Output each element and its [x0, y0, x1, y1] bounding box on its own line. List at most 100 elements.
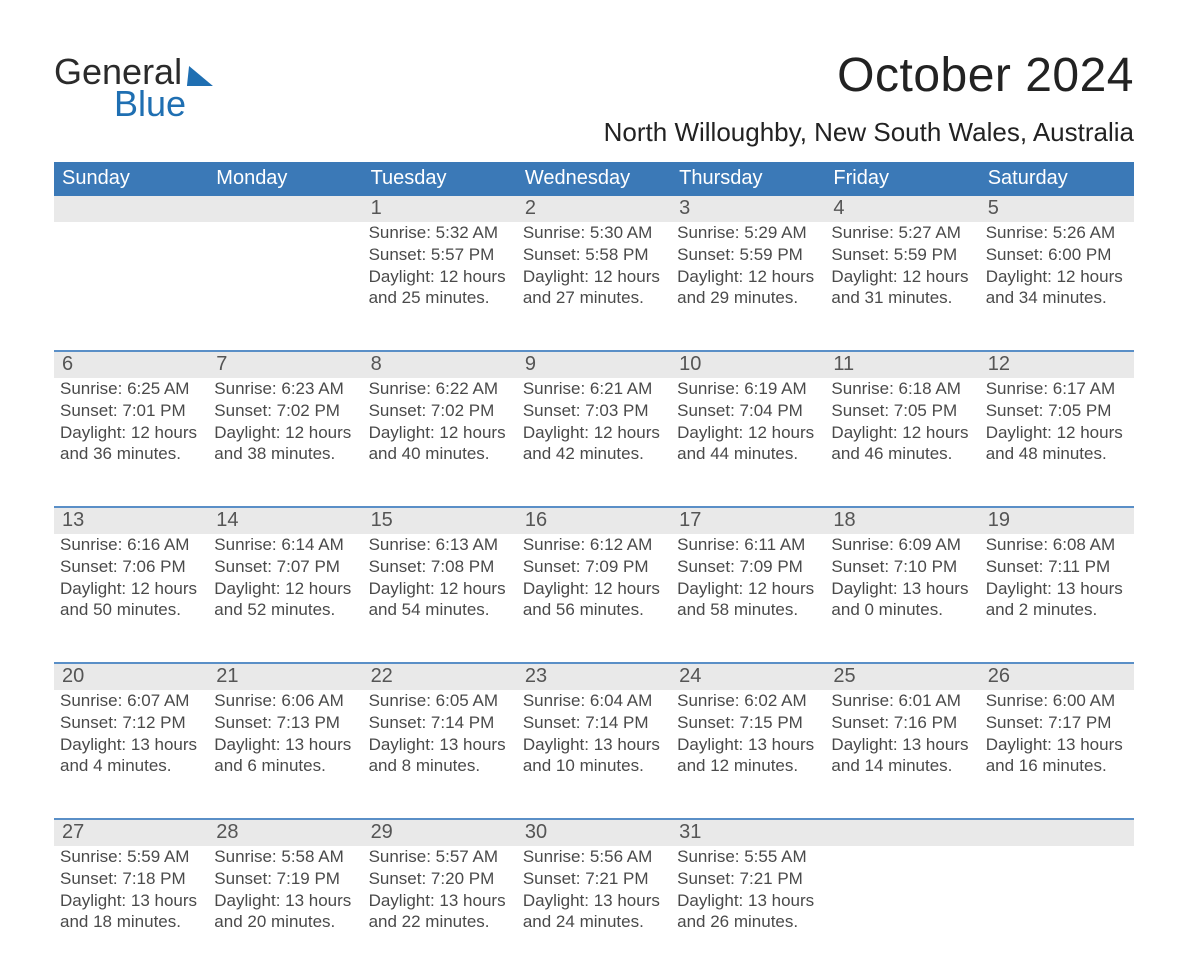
sunrise-text: Sunrise: 6:12 AM: [523, 534, 665, 556]
day-cell: Sunrise: 6:16 AMSunset: 7:06 PMDaylight:…: [54, 534, 208, 662]
week-row: Sunrise: 5:59 AMSunset: 7:18 PMDaylight:…: [54, 846, 1134, 958]
daylight-text: Daylight: 13 hours and 14 minutes.: [831, 734, 973, 778]
day-number: 12: [980, 352, 1134, 378]
day-number: 5: [980, 196, 1134, 222]
day-cell: [208, 222, 362, 350]
daylight-text: Daylight: 12 hours and 46 minutes.: [831, 422, 973, 466]
daylight-text: Daylight: 12 hours and 36 minutes.: [60, 422, 202, 466]
weekday-header: Tuesday: [363, 162, 517, 196]
day-number: 30: [517, 820, 671, 846]
day-number: 26: [980, 664, 1134, 690]
day-cell: Sunrise: 6:01 AMSunset: 7:16 PMDaylight:…: [825, 690, 979, 818]
sunrise-text: Sunrise: 6:19 AM: [677, 378, 819, 400]
sunset-text: Sunset: 7:04 PM: [677, 400, 819, 422]
sunrise-text: Sunrise: 6:07 AM: [60, 690, 202, 712]
sunset-text: Sunset: 7:03 PM: [523, 400, 665, 422]
daylight-text: Daylight: 13 hours and 2 minutes.: [986, 578, 1128, 622]
day-cell: Sunrise: 5:55 AMSunset: 7:21 PMDaylight:…: [671, 846, 825, 958]
day-number: 27: [54, 820, 208, 846]
sunset-text: Sunset: 5:57 PM: [369, 244, 511, 266]
day-number: 22: [363, 664, 517, 690]
daylight-text: Daylight: 13 hours and 16 minutes.: [986, 734, 1128, 778]
day-cell: [54, 222, 208, 350]
day-cell: Sunrise: 5:29 AMSunset: 5:59 PMDaylight:…: [671, 222, 825, 350]
header-row: General Blue October 2024 North Willough…: [54, 48, 1134, 148]
daylight-text: Daylight: 12 hours and 31 minutes.: [831, 266, 973, 310]
sunset-text: Sunset: 7:09 PM: [523, 556, 665, 578]
day-cell: Sunrise: 6:21 AMSunset: 7:03 PMDaylight:…: [517, 378, 671, 506]
sunrise-text: Sunrise: 6:02 AM: [677, 690, 819, 712]
logo: General Blue: [54, 54, 214, 122]
sunrise-text: Sunrise: 6:06 AM: [214, 690, 356, 712]
sunset-text: Sunset: 7:13 PM: [214, 712, 356, 734]
sunset-text: Sunset: 5:59 PM: [677, 244, 819, 266]
sunrise-text: Sunrise: 5:29 AM: [677, 222, 819, 244]
week-row: Sunrise: 6:07 AMSunset: 7:12 PMDaylight:…: [54, 690, 1134, 818]
day-number: 1: [363, 196, 517, 222]
day-number: 15: [363, 508, 517, 534]
sunrise-text: Sunrise: 5:59 AM: [60, 846, 202, 868]
daylight-text: Daylight: 12 hours and 58 minutes.: [677, 578, 819, 622]
day-number: [54, 196, 208, 222]
day-cell: Sunrise: 6:13 AMSunset: 7:08 PMDaylight:…: [363, 534, 517, 662]
sunset-text: Sunset: 7:09 PM: [677, 556, 819, 578]
weekday-header: Monday: [208, 162, 362, 196]
day-number: 8: [363, 352, 517, 378]
sunrise-text: Sunrise: 6:13 AM: [369, 534, 511, 556]
day-cell: Sunrise: 5:32 AMSunset: 5:57 PMDaylight:…: [363, 222, 517, 350]
sunrise-text: Sunrise: 5:58 AM: [214, 846, 356, 868]
sunrise-text: Sunrise: 6:18 AM: [831, 378, 973, 400]
daylight-text: Daylight: 13 hours and 18 minutes.: [60, 890, 202, 934]
week-block: 12345Sunrise: 5:32 AMSunset: 5:57 PMDayl…: [54, 196, 1134, 350]
sunset-text: Sunset: 7:18 PM: [60, 868, 202, 890]
day-number: 6: [54, 352, 208, 378]
weekday-header: Thursday: [671, 162, 825, 196]
sunrise-text: Sunrise: 6:11 AM: [677, 534, 819, 556]
daylight-text: Daylight: 12 hours and 48 minutes.: [986, 422, 1128, 466]
calendar-grid: Sunday Monday Tuesday Wednesday Thursday…: [54, 162, 1134, 958]
day-cell: Sunrise: 6:07 AMSunset: 7:12 PMDaylight:…: [54, 690, 208, 818]
day-cell: Sunrise: 6:05 AMSunset: 7:14 PMDaylight:…: [363, 690, 517, 818]
sunset-text: Sunset: 7:21 PM: [523, 868, 665, 890]
day-number: 3: [671, 196, 825, 222]
day-cell: Sunrise: 6:06 AMSunset: 7:13 PMDaylight:…: [208, 690, 362, 818]
daylight-text: Daylight: 13 hours and 26 minutes.: [677, 890, 819, 934]
sunset-text: Sunset: 7:08 PM: [369, 556, 511, 578]
day-cell: Sunrise: 5:56 AMSunset: 7:21 PMDaylight:…: [517, 846, 671, 958]
weekday-header: Wednesday: [517, 162, 671, 196]
daylight-text: Daylight: 12 hours and 34 minutes.: [986, 266, 1128, 310]
day-number: 17: [671, 508, 825, 534]
day-cell: Sunrise: 6:17 AMSunset: 7:05 PMDaylight:…: [980, 378, 1134, 506]
sunset-text: Sunset: 5:59 PM: [831, 244, 973, 266]
day-cell: Sunrise: 5:30 AMSunset: 5:58 PMDaylight:…: [517, 222, 671, 350]
sunset-text: Sunset: 7:01 PM: [60, 400, 202, 422]
daylight-text: Daylight: 13 hours and 0 minutes.: [831, 578, 973, 622]
day-number-row: 13141516171819: [54, 506, 1134, 534]
daylight-text: Daylight: 12 hours and 56 minutes.: [523, 578, 665, 622]
sunrise-text: Sunrise: 6:22 AM: [369, 378, 511, 400]
sunrise-text: Sunrise: 6:17 AM: [986, 378, 1128, 400]
sunset-text: Sunset: 7:16 PM: [831, 712, 973, 734]
daylight-text: Daylight: 12 hours and 25 minutes.: [369, 266, 511, 310]
day-number: 2: [517, 196, 671, 222]
daylight-text: Daylight: 12 hours and 29 minutes.: [677, 266, 819, 310]
day-cell: Sunrise: 5:59 AMSunset: 7:18 PMDaylight:…: [54, 846, 208, 958]
day-cell: Sunrise: 5:58 AMSunset: 7:19 PMDaylight:…: [208, 846, 362, 958]
day-number: 13: [54, 508, 208, 534]
sunset-text: Sunset: 7:05 PM: [986, 400, 1128, 422]
sunrise-text: Sunrise: 6:00 AM: [986, 690, 1128, 712]
day-cell: Sunrise: 5:57 AMSunset: 7:20 PMDaylight:…: [363, 846, 517, 958]
sunrise-text: Sunrise: 5:57 AM: [369, 846, 511, 868]
sunrise-text: Sunrise: 6:09 AM: [831, 534, 973, 556]
sunrise-text: Sunrise: 5:26 AM: [986, 222, 1128, 244]
sunrise-text: Sunrise: 6:25 AM: [60, 378, 202, 400]
day-cell: Sunrise: 6:19 AMSunset: 7:04 PMDaylight:…: [671, 378, 825, 506]
daylight-text: Daylight: 13 hours and 4 minutes.: [60, 734, 202, 778]
daylight-text: Daylight: 12 hours and 54 minutes.: [369, 578, 511, 622]
location-subtitle: North Willoughby, New South Wales, Austr…: [604, 117, 1134, 148]
daylight-text: Daylight: 13 hours and 24 minutes.: [523, 890, 665, 934]
day-cell: Sunrise: 6:18 AMSunset: 7:05 PMDaylight:…: [825, 378, 979, 506]
week-row: Sunrise: 5:32 AMSunset: 5:57 PMDaylight:…: [54, 222, 1134, 350]
day-cell: Sunrise: 6:08 AMSunset: 7:11 PMDaylight:…: [980, 534, 1134, 662]
sunset-text: Sunset: 7:02 PM: [214, 400, 356, 422]
